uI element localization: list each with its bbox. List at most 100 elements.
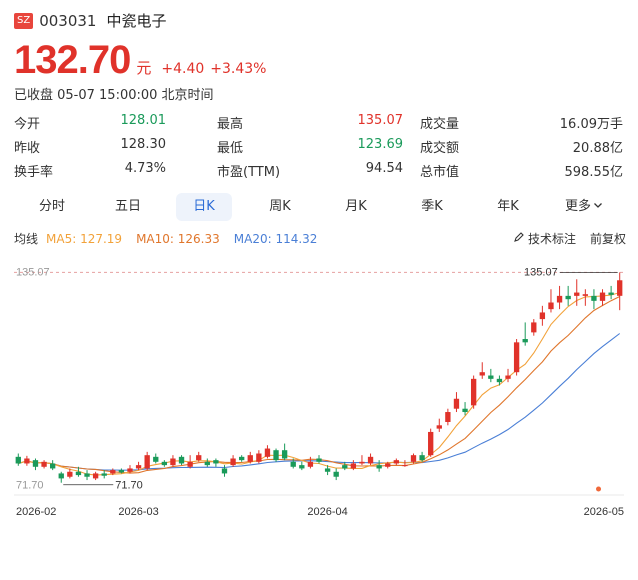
candle-body bbox=[333, 471, 339, 477]
market-status: 已收盘 05-07 15:00:00 北京时间 bbox=[14, 88, 214, 103]
candle-body bbox=[75, 471, 82, 476]
candle-body bbox=[496, 378, 503, 383]
stat-turnover-amount: 成交额 20.88亿 bbox=[420, 140, 623, 156]
stat-pe-ttm: 市盈(TTM) 94.54 bbox=[217, 160, 403, 180]
candle-body bbox=[316, 458, 322, 462]
current-price: 132.70 bbox=[14, 38, 131, 82]
stats-row: 换手率 4.73% 市盈(TTM) 94.54 总市值 598.55亿 bbox=[14, 158, 624, 182]
x-tick-label: 2026-04 bbox=[307, 506, 347, 518]
adjust-mode-button[interactable]: 前复权 bbox=[589, 232, 626, 246]
candle-body bbox=[574, 292, 580, 296]
stock-code: 003031 bbox=[39, 11, 97, 30]
candle-body bbox=[410, 455, 417, 462]
tab-monthly-k[interactable]: 月K bbox=[345, 199, 367, 214]
stats-row: 今开 128.01 最高 135.07 成交量 16.09万手 bbox=[14, 110, 624, 134]
candle-body bbox=[436, 425, 442, 429]
candle-body bbox=[273, 450, 279, 461]
candle-body bbox=[49, 463, 56, 469]
ma5-value: MA5: 127.19 bbox=[46, 231, 123, 246]
stat-high: 最高 135.07 bbox=[217, 112, 403, 132]
candle-body bbox=[367, 456, 374, 464]
candle-body bbox=[101, 473, 107, 476]
candle-body bbox=[41, 461, 47, 467]
candle-body bbox=[445, 412, 451, 422]
tab-more-label: 更多 bbox=[564, 199, 591, 214]
candle-body bbox=[247, 455, 253, 462]
y-axis-low-label: 71.70 bbox=[16, 480, 44, 492]
candle-body bbox=[591, 295, 597, 301]
candle-body bbox=[419, 455, 425, 461]
candle-body bbox=[299, 465, 305, 469]
candle-body bbox=[204, 461, 210, 466]
x-tick-label: 2026-03 bbox=[118, 506, 158, 518]
tab-daily-k[interactable]: 日K bbox=[176, 193, 232, 221]
candle-body bbox=[470, 378, 477, 406]
candle-body bbox=[599, 292, 606, 301]
pen-icon bbox=[513, 231, 525, 246]
stat-prev-close: 昨收 128.30 bbox=[14, 136, 166, 156]
ma-legend: 均线 MA5: 127.19 MA10: 126.33 MA20: 114.32… bbox=[14, 230, 626, 247]
stat-volume: 成交量 16.09万手 bbox=[420, 116, 623, 132]
candle-body bbox=[385, 463, 391, 467]
high-marker-label: 135.07 bbox=[524, 266, 558, 278]
x-tick-label: 2026-05 bbox=[584, 506, 624, 518]
ma10-value: MA10: 126.33 bbox=[136, 231, 220, 246]
candle-body bbox=[170, 458, 176, 466]
candle-body bbox=[342, 465, 348, 469]
candle-body bbox=[565, 295, 571, 300]
tab-yearly-k[interactable]: 年K bbox=[497, 199, 519, 214]
candle-body bbox=[488, 375, 494, 379]
chevron-down-icon bbox=[593, 193, 603, 221]
candle-body bbox=[359, 461, 365, 464]
low-marker-label: 71.70 bbox=[115, 480, 143, 492]
price-change-pct: +3.43% bbox=[210, 61, 267, 77]
period-tabs: 分时 五日 日K 周K 月K 季K 年K 更多 bbox=[14, 192, 626, 222]
candle-body bbox=[196, 455, 202, 461]
tab-quarterly-k[interactable]: 季K bbox=[421, 199, 443, 214]
tech-annotation-toggle[interactable]: 技术标注 bbox=[513, 230, 576, 247]
candle-body bbox=[402, 465, 408, 467]
candle-body bbox=[582, 294, 589, 296]
candle-body bbox=[376, 465, 382, 469]
candle-body bbox=[187, 461, 193, 467]
candle-body bbox=[153, 456, 159, 462]
tab-more[interactable]: 更多 bbox=[546, 193, 622, 221]
stat-low: 最低 123.69 bbox=[217, 136, 403, 156]
y-axis-label: 135.07 bbox=[16, 266, 50, 278]
price-change: +4.40 bbox=[161, 61, 205, 77]
candle-body bbox=[135, 465, 142, 469]
candle-body bbox=[118, 470, 125, 473]
event-dot bbox=[596, 486, 602, 492]
candle-body bbox=[307, 461, 314, 467]
tab-weekly-k[interactable]: 周K bbox=[269, 199, 291, 214]
ma-label: 均线 bbox=[14, 232, 39, 246]
candle-body bbox=[479, 372, 485, 376]
tab-five-day[interactable]: 五日 bbox=[114, 199, 141, 214]
candle-body bbox=[221, 468, 228, 474]
candle-body bbox=[531, 322, 537, 333]
candle-body bbox=[453, 398, 460, 409]
candle-body bbox=[556, 295, 563, 303]
price-row: 132.70 元 +4.40 +3.43% bbox=[14, 38, 266, 83]
candle-body bbox=[15, 456, 21, 464]
candle-body bbox=[281, 450, 288, 459]
kline-chart[interactable]: 135.07 135.07 71.70 71.70 2026-02 2026-03 2026… bbox=[0, 252, 638, 527]
candle-body bbox=[24, 458, 30, 464]
price-unit: 元 bbox=[136, 59, 152, 77]
candle-body bbox=[32, 460, 39, 467]
stat-turnover-rate: 换手率 4.73% bbox=[14, 160, 166, 180]
stat-open: 今开 128.01 bbox=[14, 112, 166, 132]
candle-body bbox=[256, 453, 262, 462]
candle-body bbox=[513, 342, 520, 373]
candle-body bbox=[428, 431, 434, 456]
candle-body bbox=[324, 468, 331, 472]
candle-body bbox=[539, 312, 546, 320]
stock-header: SZ 003031 中瓷电子 bbox=[14, 10, 166, 31]
stats-row: 昨收 128.30 最低 123.69 成交额 20.88亿 bbox=[14, 134, 624, 158]
candle-body bbox=[213, 460, 219, 464]
candle-body bbox=[92, 473, 99, 479]
candle-body bbox=[608, 292, 614, 295]
stats-grid: 今开 128.01 最高 135.07 成交量 16.09万手 昨收 128.30 最低… bbox=[14, 110, 624, 182]
tab-intraday[interactable]: 分时 bbox=[38, 199, 65, 214]
candle-body bbox=[110, 470, 116, 474]
